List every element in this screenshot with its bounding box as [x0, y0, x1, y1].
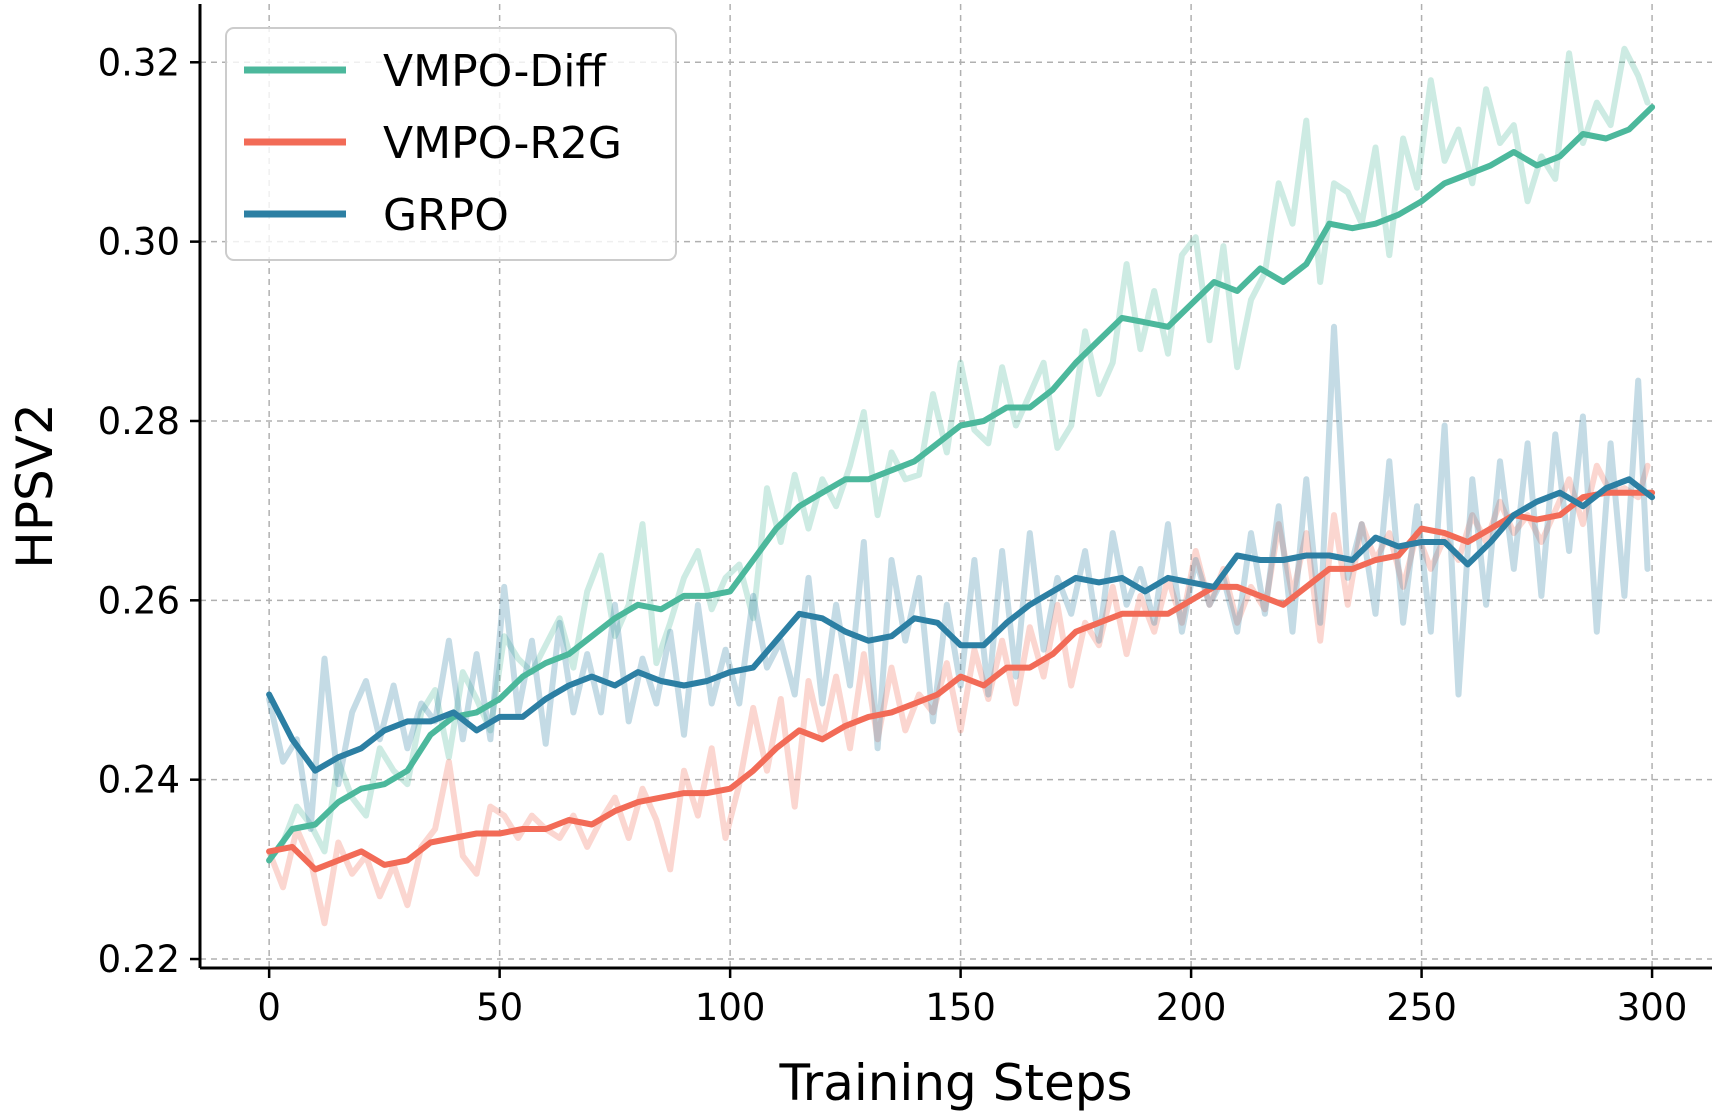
grpo-smoothed-line	[266, 476, 1656, 774]
vmpo-diff-legend-label: VMPO-Diff	[383, 46, 607, 97]
smoothed-series-lines	[266, 104, 1656, 873]
y-tick-label: 0.26	[98, 579, 180, 622]
y-tick-label: 0.32	[98, 41, 180, 84]
tick-labels: 0 50 100 150 200 250 300 0.22 0.24 0.26 0.28 0.30 0.…	[98, 41, 1688, 1029]
x-tick-label: 50	[476, 986, 523, 1029]
grpo-legend-label: GRPO	[383, 190, 509, 241]
legend: VMPO-Diff VMPO-R2G GRPO	[225, 27, 677, 261]
grid	[200, 4, 1712, 968]
x-tick-label: 250	[1386, 986, 1457, 1029]
vmpo-diff-smoothed-line	[266, 104, 1656, 864]
y-tick-label: 0.28	[98, 400, 180, 443]
x-tick-label: 100	[695, 986, 766, 1029]
x-axis-title: Training Steps	[778, 1054, 1132, 1112]
legend-box	[225, 27, 677, 261]
y-tick-label: 0.24	[98, 759, 180, 802]
y-tick-label: 0.22	[98, 938, 180, 981]
y-tick-label: 0.30	[98, 221, 180, 264]
x-tick-label: 0	[257, 986, 281, 1029]
grpo-raw-line	[266, 323, 1651, 832]
vmpo-diff-raw-line	[266, 45, 1651, 864]
vmpo-r2g-legend-label: VMPO-R2G	[383, 118, 622, 169]
x-tick-label: 150	[925, 986, 996, 1029]
y-axis-title: HPSV2	[6, 403, 64, 569]
vmpo-r2g-smoothed-line	[266, 489, 1656, 873]
x-tick-label: 300	[1617, 986, 1688, 1029]
axes	[190, 4, 1712, 978]
x-tick-label: 200	[1156, 986, 1227, 1029]
